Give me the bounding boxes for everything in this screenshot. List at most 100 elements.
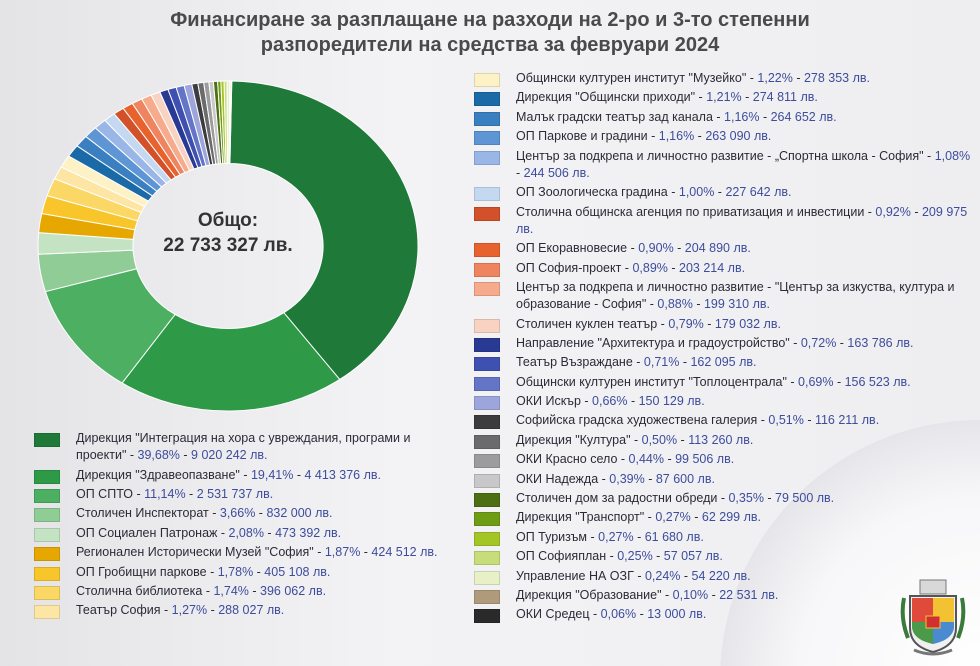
legend-name: ОКИ Искър bbox=[516, 394, 581, 409]
legend-swatch bbox=[474, 243, 500, 258]
legend-swatch bbox=[474, 187, 500, 202]
legend-swatch bbox=[474, 415, 500, 430]
legend-percent: 1,74% bbox=[213, 583, 249, 598]
legend-text: Управление НА ОЗГ - 0,24% - 54 220 лв. bbox=[516, 568, 751, 583]
legend-item: ОП Гробищни паркове - 1,78% - 405 108 лв… bbox=[34, 564, 464, 581]
legend-name: Дирекция "Интеграция на хора с увреждани… bbox=[76, 431, 411, 463]
legend-swatch bbox=[474, 570, 500, 585]
legend-percent: 1,22% bbox=[757, 71, 793, 85]
legend-text: ОП Паркове и градини - 1,16% - 263 090 л… bbox=[516, 129, 772, 144]
legend-percent: 11,14% bbox=[144, 486, 186, 501]
legend-percent: 0,51% bbox=[768, 413, 804, 428]
legend-percent: 0,90% bbox=[638, 241, 674, 256]
legend-percent: 1,78% bbox=[217, 564, 254, 579]
legend-swatch bbox=[474, 337, 500, 352]
legend-name: Столичен дом за радостни обреди bbox=[516, 491, 718, 506]
legend-swatch bbox=[474, 512, 500, 527]
chart-title-line-1: Финансиране за разплащане на разходи на … bbox=[170, 9, 810, 31]
legend-name: Регионален Исторически Музей "София" bbox=[76, 545, 314, 560]
legend-item: ОП Паркове и градини - 1,16% - 263 090 л… bbox=[474, 128, 974, 146]
legend-name: ОП Туризъм bbox=[516, 529, 588, 544]
legend-swatch bbox=[474, 493, 500, 508]
legend-name: ОП Паркове и градини bbox=[516, 129, 648, 144]
legend-item: Софийска градска художествена галерия - … bbox=[474, 412, 974, 430]
legend-item: Център за подкрепа и личностно развитие … bbox=[474, 148, 974, 182]
legend-text: ОП Гробищни паркове - 1,78% - 405 108 лв… bbox=[76, 564, 331, 579]
legend-name: ОП СПТО bbox=[76, 486, 133, 501]
legend-amount: 162 095 лв. bbox=[690, 355, 757, 370]
legend-item: ОП София-проект - 0,89% - 203 214 лв. bbox=[474, 260, 974, 277]
legend-item: Дирекция "Култура" - 0,50% - 113 260 лв. bbox=[474, 432, 974, 449]
legend-swatch bbox=[474, 92, 500, 107]
legend-swatch bbox=[474, 131, 500, 146]
legend-name: Столичен Инспекторат bbox=[76, 506, 209, 521]
legend-name: Столична библиотека bbox=[76, 583, 203, 598]
legend-name: ОП Зоологическа градина bbox=[516, 185, 668, 200]
legend-percent: 0,39% bbox=[609, 471, 645, 486]
legend-name: Малък градски театър зад канала bbox=[516, 109, 713, 124]
legend-swatch bbox=[474, 357, 500, 372]
total-label: Общо: bbox=[197, 210, 259, 231]
legend-left: Дирекция "Интеграция на хора с увреждани… bbox=[34, 430, 464, 620]
chart-title: Финансиране за разплащане на разходи на … bbox=[0, 8, 980, 58]
legend-swatch bbox=[474, 111, 500, 126]
legend-item: ОП Софияплан - 0,25% - 57 057 лв. bbox=[474, 548, 974, 566]
donut-slice bbox=[229, 80, 233, 165]
legend-swatch bbox=[474, 73, 500, 87]
legend-amount: 54 220 лв. bbox=[691, 568, 751, 583]
legend-percent: 0,69% bbox=[798, 374, 834, 389]
legend-text: Дирекция "Здравеопазване" - 19,41% - 4 4… bbox=[76, 467, 381, 482]
legend-percent: 0,88% bbox=[657, 297, 693, 312]
legend-percent: 1,16% bbox=[724, 109, 760, 124]
legend-text: Столичен дом за радостни обреди - 0,35% … bbox=[516, 491, 835, 506]
legend-text: ОП Социален Патронаж - 2,08% - 473 392 л… bbox=[76, 525, 342, 540]
legend-item: Столична библиотека - 1,74% - 396 062 лв… bbox=[34, 583, 464, 600]
legend-text: Дирекция "Култура" - 0,50% - 113 260 лв. bbox=[516, 432, 754, 447]
legend-item: Общински културен институт "Музейко" - 1… bbox=[474, 70, 974, 87]
legend-item: ОП Екоравновесие - 0,90% - 204 890 лв. bbox=[474, 240, 974, 258]
legend-text: Регионален Исторически Музей "София" - 1… bbox=[76, 545, 438, 560]
legend-amount: 156 523 лв. bbox=[844, 374, 911, 389]
legend-item: ОП Туризъм - 0,27% - 61 680 лв. bbox=[474, 529, 974, 546]
legend-name: Управление НА ОЗГ bbox=[516, 568, 634, 583]
legend-amount: 4 413 376 лв. bbox=[304, 467, 381, 482]
legend-percent: 0,72% bbox=[800, 335, 837, 350]
chart-title-line-2: разпоредители на средства за февруари 20… bbox=[260, 34, 720, 56]
legend-percent: 1,08% bbox=[934, 148, 971, 163]
legend-item: ОП СПТО - 11,14% - 2 531 737 лв. bbox=[34, 486, 464, 503]
legend-amount: 227 642 лв. bbox=[725, 185, 792, 200]
legend-text: Дирекция "Транспорт" - 0,27% - 62 299 лв… bbox=[516, 510, 761, 525]
donut-center-total: Общо: 22 733 327 лв. bbox=[128, 208, 328, 258]
legend-name: Дирекция "Общински приходи" bbox=[516, 90, 696, 105]
legend-item: Направление "Архитектура и градоустройст… bbox=[474, 335, 974, 352]
legend-item: Столичен Инспекторат - 3,66% - 832 000 л… bbox=[34, 505, 464, 523]
legend-item: Дирекция "Здравеопазване" - 19,41% - 4 4… bbox=[34, 467, 464, 484]
legend-amount: 62 299 лв. bbox=[701, 510, 761, 525]
legend-percent: 0,27% bbox=[598, 529, 634, 544]
legend-item: ОП Зоологическа градина - 1,00% - 227 64… bbox=[474, 184, 974, 202]
legend-name: Център за подкрепа и личностно развитие … bbox=[516, 279, 955, 312]
legend-swatch bbox=[474, 262, 500, 277]
legend-name: Център за подкрепа и личностно развитие … bbox=[516, 148, 924, 163]
legend-amount: 87 600 лв. bbox=[655, 471, 715, 486]
legend-text: ОП Софияплан - 0,25% - 57 057 лв. bbox=[516, 549, 723, 564]
legend-amount: 203 214 лв. bbox=[679, 260, 746, 275]
legend-percent: 1,00% bbox=[678, 185, 715, 200]
legend-percent: 1,27% bbox=[171, 603, 208, 618]
legend-percent: 1,21% bbox=[706, 90, 742, 105]
legend-text: ОКИ Красно село - 0,44% - 99 506 лв. bbox=[516, 452, 735, 467]
total-value: 22 733 327 лв. bbox=[163, 235, 293, 256]
legend-swatch bbox=[34, 566, 60, 581]
legend-swatch bbox=[474, 531, 500, 546]
legend-swatch bbox=[474, 589, 500, 604]
legend-amount: 199 310 лв. bbox=[703, 297, 771, 312]
legend-percent: 0,92% bbox=[875, 204, 911, 219]
legend-item: Дирекция "Транспорт" - 0,27% - 62 299 лв… bbox=[474, 509, 974, 527]
legend-name: Дирекция "Здравеопазване" bbox=[76, 467, 240, 482]
legend-percent: 2,08% bbox=[228, 525, 264, 540]
legend-percent: 0,71% bbox=[643, 355, 680, 370]
legend-amount: 396 062 лв. bbox=[260, 583, 327, 598]
legend-text: Малък градски театър зад канала - 1,16% … bbox=[516, 109, 837, 124]
legend-name: ОП София-проект bbox=[516, 260, 622, 275]
legend-amount: 13 000 лв. bbox=[647, 607, 707, 622]
